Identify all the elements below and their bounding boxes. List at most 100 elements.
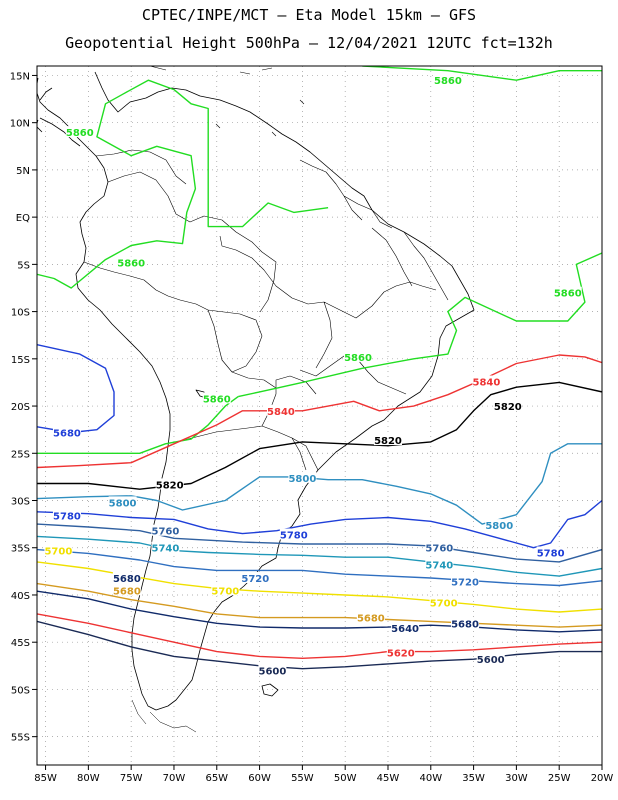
lon-tick-label: 45W xyxy=(377,773,400,784)
contour-label-bg xyxy=(65,126,94,138)
contour-label-5760: 5760 xyxy=(425,544,453,555)
contour-label-bg xyxy=(451,575,480,587)
contour-5720 xyxy=(37,548,602,587)
contour-label-bg xyxy=(44,544,73,556)
lon-tick-label: 80W xyxy=(77,773,100,784)
contour-label-5700: 5700 xyxy=(430,599,458,610)
lon-tick-label: 40W xyxy=(419,773,442,784)
contour-5780 xyxy=(37,499,602,549)
south-america-coastline xyxy=(37,71,475,711)
falkland-islands xyxy=(261,683,279,697)
contour-label-bg xyxy=(373,434,402,446)
contour-label-bg xyxy=(112,584,141,596)
contour-label-bg xyxy=(52,426,81,438)
contour-label-5860: 5860 xyxy=(203,394,231,405)
contour-5740 xyxy=(37,535,602,577)
contour-5860 xyxy=(37,79,329,289)
contour-5860 xyxy=(37,396,239,454)
lat-tick-label: 35S xyxy=(11,544,30,555)
contour-label-bg xyxy=(151,524,180,536)
contour-label-5820: 5820 xyxy=(156,480,184,491)
contour-label-5820: 5820 xyxy=(494,402,522,413)
land-outline xyxy=(37,66,475,733)
contour-5800 xyxy=(37,443,602,525)
contour-lines xyxy=(37,66,602,670)
lon-tick-label: 75W xyxy=(120,773,143,784)
contour-label-5840: 5620 xyxy=(387,649,415,660)
contour-5860 xyxy=(238,252,602,398)
contour-5600 xyxy=(37,620,602,670)
contour-label-5800: 5800 xyxy=(288,474,316,485)
lon-tick-label: 70W xyxy=(163,773,186,784)
contour-label-5860: 5860 xyxy=(117,258,145,269)
contour-label-5600: 5600 xyxy=(477,655,505,666)
contour-5840 xyxy=(37,354,602,469)
lat-tick-label: 5N xyxy=(16,166,30,177)
contour-label-bg xyxy=(472,375,501,387)
grid-lines xyxy=(37,66,603,765)
contour-label-5660: 5680 xyxy=(451,619,479,630)
contour-label-5860: 5860 xyxy=(554,289,582,300)
contour-label-5860: 5860 xyxy=(66,128,94,139)
contour-label-5720: 5720 xyxy=(451,578,479,589)
contour-label-bg xyxy=(241,571,270,583)
contour-label-bg xyxy=(451,617,480,629)
contour-label-5780: 5680 xyxy=(53,429,81,440)
lon-tick-label: 35W xyxy=(462,773,485,784)
lat-tick-label: 15S xyxy=(11,355,30,366)
lat-tick-label: EQ xyxy=(16,213,30,224)
contour-label-5680: 5680 xyxy=(357,614,385,625)
lon-tick-label: 20W xyxy=(591,773,614,784)
contour-labels: 5860 5860 5860 5860 5860 5860 5840 5840 5620 5820… xyxy=(44,74,582,678)
country-borders xyxy=(83,149,449,471)
lat-tick-label: 20S xyxy=(11,402,30,413)
lon-tick-label: 65W xyxy=(205,773,228,784)
lat-tick-label: 25S xyxy=(11,449,30,460)
contour-label-5740: 5740 xyxy=(151,544,179,555)
lat-tick-label: 15N xyxy=(10,71,30,82)
lat-tick-label: 30S xyxy=(11,497,30,508)
lat-tick-label: 10S xyxy=(11,308,30,319)
contour-5660 xyxy=(37,590,602,633)
caribbean-islands xyxy=(149,66,305,137)
contour-label-bg xyxy=(202,392,231,404)
tierra-del-fuego-islands xyxy=(131,699,197,733)
contour-label-bg xyxy=(52,509,81,521)
contour-label-5700: 5700 xyxy=(211,586,239,597)
lat-tick-label: 10N xyxy=(10,119,30,130)
contour-label-bg xyxy=(155,478,184,490)
contour-label-bg xyxy=(485,519,514,531)
contour-5760 xyxy=(37,523,602,563)
contour-label-bg xyxy=(288,471,317,483)
contour-label-5720: 5720 xyxy=(241,574,269,585)
lat-tick-label: 55S xyxy=(11,733,30,744)
contour-label-bg xyxy=(211,584,240,596)
contour-label-bg xyxy=(553,286,582,298)
lon-tick-label: 60W xyxy=(248,773,271,784)
contour-label-5740: 5740 xyxy=(425,561,453,572)
contour-label-5780: 5780 xyxy=(280,531,308,542)
contour-5840 xyxy=(37,613,602,659)
lat-tick-label: 5S xyxy=(17,260,30,271)
contour-label-bg xyxy=(476,653,505,665)
lon-tick-label: 25W xyxy=(548,773,571,784)
contour-label-5840: 5840 xyxy=(267,407,295,418)
contour-label-5800: 5800 xyxy=(109,498,137,509)
lat-tick-label: 50S xyxy=(11,685,30,696)
lat-tick-label: 45S xyxy=(11,638,30,649)
contour-label-5660: 5680 xyxy=(113,574,141,585)
lat-tick-label: 40S xyxy=(11,591,30,602)
contour-label-5660: 5640 xyxy=(391,624,419,635)
contour-label-bg xyxy=(386,646,415,658)
contour-5820 xyxy=(37,381,602,490)
contour-label-bg xyxy=(391,622,420,634)
contour-label-bg xyxy=(258,664,287,676)
map-title-line2: Geopotential Height 500hPa – 12/04/2021 … xyxy=(65,34,553,52)
contour-label-bg xyxy=(266,404,295,416)
contour-label-5760: 5760 xyxy=(151,527,179,538)
contour-label-5860: 5860 xyxy=(344,353,372,364)
contour-label-bg xyxy=(356,611,385,623)
contour-label-bg xyxy=(279,528,308,540)
contour-label-5860: 5860 xyxy=(434,76,462,87)
